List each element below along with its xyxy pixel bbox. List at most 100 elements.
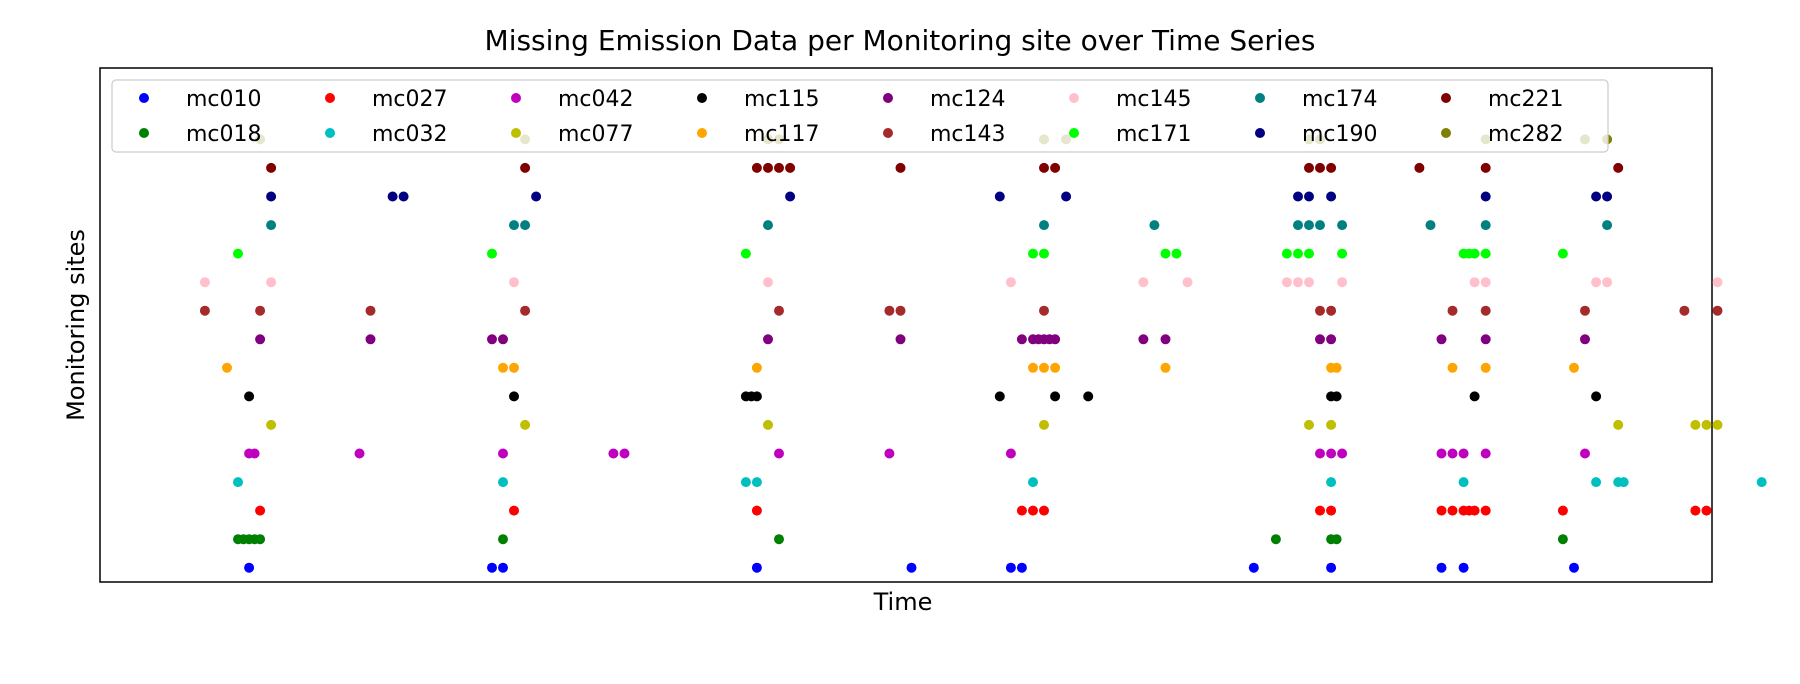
data-point [763,277,773,288]
data-point [1602,191,1613,202]
data-point [1469,277,1480,288]
data-point [244,391,255,402]
data-point [1337,248,1348,259]
data-point [1182,277,1193,288]
data-point [1569,362,1579,373]
legend-frame [111,79,1609,153]
data-point [884,448,895,459]
data-point [1337,220,1348,231]
data-point [1331,391,1342,402]
data-point [774,305,784,316]
data-point [1171,248,1182,259]
data-point [1580,448,1590,459]
data-point [1083,391,1094,402]
data-point [1447,505,1458,516]
data-point [1458,448,1469,459]
data-point [1270,534,1281,545]
data-point [994,191,1005,202]
data-point [1469,505,1480,516]
data-point [1304,419,1314,430]
data-point [1326,305,1337,316]
data-point [255,305,266,316]
legend-label: mc190 [1302,122,1378,147]
legend-entry-mc010: mc010 [139,87,262,112]
data-point [1016,505,1027,516]
data-point [520,220,531,231]
legend-entry-mc221: mc221 [1441,87,1564,112]
data-point [895,162,906,173]
data-point [1304,248,1314,259]
data-point [1315,162,1325,173]
legend-label: mc018 [186,122,262,147]
data-point [1293,277,1303,288]
data-point [1248,562,1259,573]
data-point [1337,448,1348,459]
data-point [1293,248,1303,259]
data-point [1315,334,1325,345]
data-point [1028,248,1038,259]
chart-title: Missing Emission Data per Monitoring sit… [485,24,1316,57]
data-point [233,248,243,259]
data-point [487,562,497,573]
data-point [1293,191,1303,202]
series-mc171 [233,248,1568,259]
data-point [763,334,773,345]
legend-marker [511,128,521,138]
data-point [751,477,762,488]
data-point [1447,305,1458,316]
legend-entry-mc018: mc018 [139,122,262,147]
data-point [1712,305,1723,316]
data-point [1315,305,1325,316]
data-point [1331,534,1342,545]
legend-label: mc174 [1302,87,1378,112]
data-point [1480,362,1491,373]
data-point [740,248,751,259]
data-point [509,391,519,402]
data-point [1160,334,1171,345]
data-point [1326,419,1337,430]
data-point [266,419,277,430]
data-point [498,448,508,459]
data-point [906,562,917,573]
legend-label: mc032 [372,122,448,147]
data-point [1005,562,1016,573]
data-point [1458,562,1469,573]
legend-label: mc221 [1488,87,1564,112]
data-point [1304,162,1314,173]
data-point [1304,277,1314,288]
data-point [1028,477,1038,488]
data-point [1039,220,1049,231]
legend-entry-mc124: mc124 [883,87,1006,112]
data-point [1425,220,1436,231]
data-point [1580,334,1590,345]
data-point [520,419,531,430]
data-point [498,562,508,573]
series-mc174 [266,220,1613,231]
legend-marker [883,93,893,103]
data-point [1447,448,1458,459]
data-point [354,448,365,459]
data-point [520,162,531,173]
data-point [751,562,762,573]
data-point [994,391,1005,402]
data-point [1690,419,1701,430]
data-point [1331,362,1342,373]
legend-entry-mc143: mc143 [883,122,1006,147]
data-point [498,477,508,488]
data-point [1326,162,1337,173]
data-point [1050,362,1061,373]
data-point [1039,248,1049,259]
legend-marker [1441,93,1451,103]
data-point [199,277,210,288]
data-point [1458,477,1469,488]
legend-label: mc115 [744,87,820,112]
data-point [774,448,784,459]
legend: mc010 mc018 mc027 mc032 mc042 mc077 mc115 mc117… [111,79,1609,153]
series-mc027 [255,505,1712,516]
data-point [1039,305,1049,316]
legend-label: mc124 [930,87,1006,112]
data-point [1580,305,1590,316]
data-point [774,162,784,173]
data-point [1701,419,1712,430]
data-point [1039,419,1049,430]
